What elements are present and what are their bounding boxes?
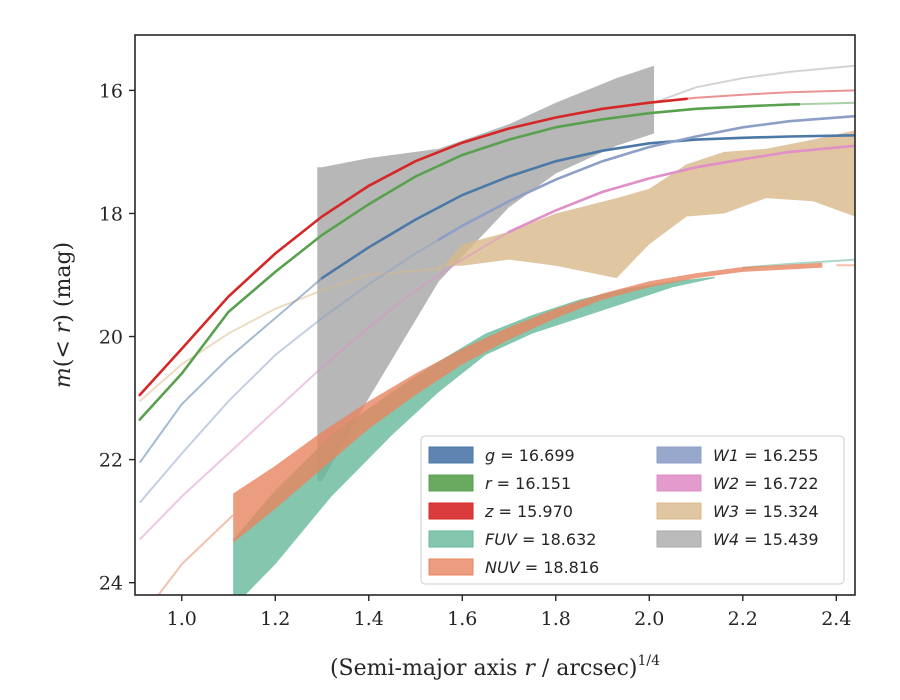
series-w1-faint xyxy=(138,238,440,504)
legend-eq-g: = xyxy=(495,446,519,465)
y-tick-label: 20 xyxy=(99,327,123,349)
x-tick-label: 2.2 xyxy=(728,608,758,630)
tick-layer: 1.0 1.2 1.4 1.6 1.8 2.0 2.2 2.4 16 18 20 22 24 xyxy=(99,80,852,630)
legend-band-nuv: NUV xyxy=(485,558,521,577)
legend-value-w3: 15.324 xyxy=(763,502,819,521)
x-axis-label-main: (Semi-major axis xyxy=(330,656,524,681)
legend-value-g: 16.699 xyxy=(519,446,575,465)
y-axis-label-m: m xyxy=(51,367,76,388)
legend-eq-r: = xyxy=(492,474,516,493)
y-axis-label-r: r xyxy=(51,321,76,333)
legend-band-r: r xyxy=(485,474,493,493)
legend-value-r: 16.151 xyxy=(515,474,571,493)
legend-label-w3: W3 = 15.324 xyxy=(713,502,819,521)
legend: g = 16.699 r = 16.151 z = 15.970 FUV = 18.6… xyxy=(420,435,845,585)
series-z-faint xyxy=(686,89,855,100)
legend-swatch-z xyxy=(428,502,474,520)
legend-eq-z: = xyxy=(493,502,517,521)
legend-value-nuv: 18.816 xyxy=(543,558,599,577)
legend-band-w4: W4 xyxy=(713,530,739,549)
x-tick-label: 1.4 xyxy=(354,608,384,630)
x-axis-label-exp: 1/4 xyxy=(637,653,660,669)
series-fuv-band xyxy=(233,276,715,595)
legend-label-z: z = 15.970 xyxy=(484,502,573,521)
legend-band-w2: W2 xyxy=(713,474,739,493)
legend-eq-nuv: = xyxy=(520,558,544,577)
legend-label-w4: W4 = 15.439 xyxy=(713,530,819,549)
legend-swatch-nuv xyxy=(428,558,474,576)
x-tick-label: 1.6 xyxy=(447,608,477,630)
legend-label-w2: W2 = 16.722 xyxy=(713,474,819,493)
legend-band-g: g xyxy=(485,446,495,465)
series-w3-faint xyxy=(139,267,439,402)
series-layer xyxy=(138,64,855,595)
y-tick-label: 18 xyxy=(99,203,123,225)
legend-eq-w4: = xyxy=(739,530,763,549)
legend-band-z: z xyxy=(484,502,494,521)
y-tick-label: 24 xyxy=(99,573,123,595)
x-axis-label: (Semi-major axis r / arcsec)1/4 xyxy=(330,653,660,681)
series-r-faint xyxy=(798,101,855,106)
series-z-line xyxy=(138,97,688,397)
x-tick-label: 2.0 xyxy=(634,608,664,630)
legend-items: g = 16.699 r = 16.151 z = 15.970 FUV = 18.6… xyxy=(428,446,819,577)
series-w4-faint xyxy=(653,64,855,104)
x-axis-label-unit: / arcsec) xyxy=(535,656,638,681)
legend-swatch-w3 xyxy=(656,502,702,520)
legend-swatch-w4 xyxy=(656,530,702,548)
legend-eq-w3: = xyxy=(739,502,763,521)
legend-band-fuv: FUV xyxy=(485,530,518,549)
y-axis-label: m(< r) (mag) xyxy=(51,242,76,388)
y-axis-label-close: ) (mag) xyxy=(51,242,76,323)
series-g-faint xyxy=(138,277,323,464)
x-tick-label: 1.8 xyxy=(541,608,571,630)
legend-band-w1: W1 xyxy=(713,446,739,465)
series-g-line xyxy=(320,134,855,280)
legend-band-w3: W3 xyxy=(713,502,739,521)
x-tick-label: 1.2 xyxy=(260,608,290,630)
legend-value-w1: 16.255 xyxy=(763,446,819,465)
legend-label-r: r = 16.151 xyxy=(485,474,571,493)
x-axis-label-var: r xyxy=(524,656,536,681)
legend-label-g: g = 16.699 xyxy=(485,446,575,465)
legend-label-w1: W1 = 16.255 xyxy=(713,446,819,465)
legend-frame xyxy=(420,435,845,585)
legend-swatch-g xyxy=(428,446,474,464)
y-tick-label: 22 xyxy=(99,450,123,472)
series-nuv-faint-inner xyxy=(157,514,234,595)
legend-label-nuv: NUV = 18.816 xyxy=(485,558,599,577)
series-r-line xyxy=(138,103,801,421)
legend-value-z: 15.970 xyxy=(517,502,573,521)
legend-swatch-w1 xyxy=(656,446,702,464)
legend-swatch-w2 xyxy=(656,474,702,492)
legend-label-fuv: FUV = 18.632 xyxy=(485,530,596,549)
y-axis-label-lt: < xyxy=(51,333,76,358)
legend-value-fuv: 18.632 xyxy=(540,530,596,549)
legend-eq-fuv: = xyxy=(517,530,541,549)
legend-swatch-fuv xyxy=(428,530,474,548)
legend-eq-w1: = xyxy=(739,446,763,465)
legend-value-w2: 16.722 xyxy=(763,474,819,493)
series-w3-band xyxy=(438,130,855,279)
plot-frame xyxy=(134,34,856,596)
x-tick-label: 1.0 xyxy=(167,608,197,630)
series-w2-faint xyxy=(138,231,510,541)
legend-swatch-r xyxy=(428,474,474,492)
series-w2-line xyxy=(507,144,855,234)
x-tick-label: 2.4 xyxy=(821,608,851,630)
y-axis-label-open: ( xyxy=(51,359,76,368)
y-tick-label: 16 xyxy=(99,80,123,102)
legend-value-w4: 15.439 xyxy=(763,530,819,549)
legend-eq-w2: = xyxy=(739,474,763,493)
series-w1-line xyxy=(437,114,855,241)
